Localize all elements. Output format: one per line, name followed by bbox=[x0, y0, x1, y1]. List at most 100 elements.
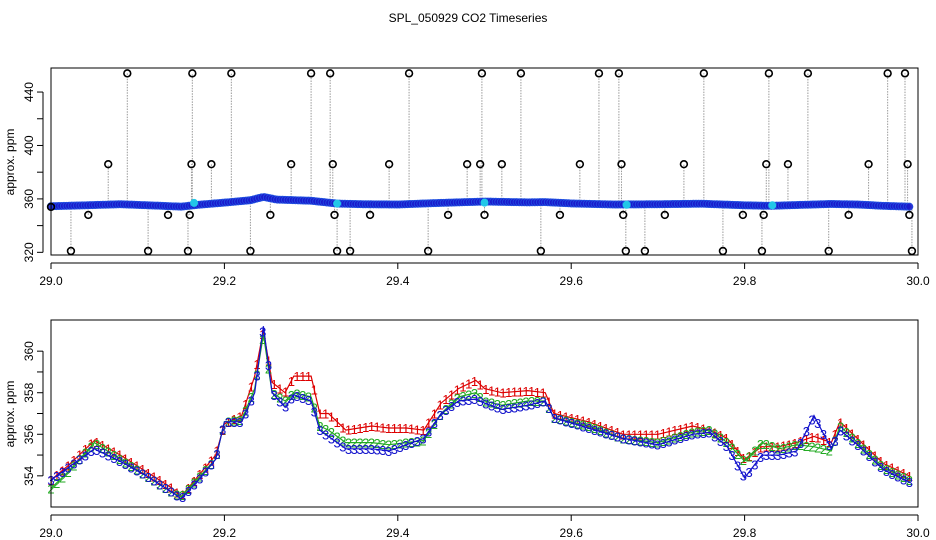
series-marker-green: 2 bbox=[488, 396, 495, 411]
panel-top-drop-lines bbox=[50, 73, 913, 251]
series-marker-red: 1 bbox=[517, 384, 524, 399]
outlier-point bbox=[266, 210, 275, 220]
series-marker-red: 1 bbox=[631, 427, 638, 442]
panel-bottom-x-axis: 29.0 29.2 29.4 29.6 29.8 30.0 bbox=[39, 514, 930, 540]
series-marker-blue: 3 bbox=[391, 442, 398, 457]
series-marker-green: 2 bbox=[391, 437, 398, 452]
series-marker-red: 1 bbox=[139, 462, 146, 477]
outlier-point bbox=[594, 69, 604, 78]
series-marker-green: 2 bbox=[700, 424, 707, 439]
outlier-point bbox=[903, 159, 912, 169]
series-marker-red: 1 bbox=[236, 409, 243, 424]
series-marker-green: 2 bbox=[374, 436, 381, 451]
series-marker-blue: 3 bbox=[442, 403, 449, 418]
series-marker-green: 2 bbox=[459, 389, 466, 404]
series-marker-red: 1 bbox=[597, 419, 604, 434]
outlier-point bbox=[516, 69, 526, 78]
outlier-point bbox=[783, 159, 793, 169]
series-marker-green: 2 bbox=[889, 465, 896, 480]
series-marker-blue: 3 bbox=[368, 442, 375, 457]
series-marker-green: 2 bbox=[185, 482, 192, 497]
series-marker-green: 2 bbox=[190, 476, 197, 491]
series-marker-red: 1 bbox=[608, 423, 615, 438]
outlier-point bbox=[619, 210, 628, 220]
series-marker-blue: 3 bbox=[494, 401, 501, 416]
flag-point bbox=[768, 201, 777, 210]
outlier-point bbox=[462, 159, 472, 169]
panel-top-x-tick-label: 29.8 bbox=[733, 274, 757, 288]
series-marker-green: 2 bbox=[688, 425, 695, 440]
series-marker-red: 1 bbox=[723, 431, 730, 446]
series-marker-green: 2 bbox=[694, 425, 701, 440]
series-marker-green: 2 bbox=[671, 431, 678, 446]
series-marker-red: 1 bbox=[82, 442, 89, 457]
series-marker-green: 2 bbox=[654, 436, 661, 451]
series-marker-blue: 3 bbox=[528, 397, 535, 412]
series-marker-red: 1 bbox=[534, 385, 541, 400]
series-marker-red: 1 bbox=[110, 444, 117, 459]
outlier-point bbox=[764, 69, 774, 78]
outlier-point bbox=[143, 246, 153, 256]
series-marker-red: 1 bbox=[333, 415, 340, 430]
series-marker-red: 1 bbox=[551, 407, 558, 422]
series-marker-green: 2 bbox=[396, 436, 403, 451]
series-marker-green: 2 bbox=[648, 435, 655, 450]
series-marker-green: 2 bbox=[774, 441, 781, 456]
series-marker-red: 1 bbox=[431, 407, 438, 422]
series-marker-blue: 3 bbox=[545, 401, 552, 416]
series-marker-red: 1 bbox=[717, 428, 724, 443]
series-marker-blue: 3 bbox=[316, 423, 323, 438]
series-marker-red: 1 bbox=[906, 469, 913, 484]
series-marker-green: 2 bbox=[534, 394, 541, 409]
series-marker-green: 2 bbox=[362, 436, 369, 451]
series-marker-blue: 3 bbox=[711, 429, 718, 444]
series-marker-green: 2 bbox=[517, 395, 524, 410]
series-marker-blue: 3 bbox=[248, 393, 255, 408]
outlier-point bbox=[555, 210, 565, 220]
series-marker-red: 1 bbox=[145, 466, 152, 481]
outlier-point bbox=[325, 69, 335, 78]
series-marker-red: 1 bbox=[385, 421, 392, 436]
series-marker-blue: 3 bbox=[580, 419, 587, 434]
series-marker-blue: 3 bbox=[837, 424, 844, 439]
series-marker-blue: 3 bbox=[717, 434, 724, 449]
series-marker-red: 1 bbox=[648, 427, 655, 442]
series-marker-red: 1 bbox=[820, 433, 827, 448]
series-marker-blue: 3 bbox=[374, 442, 381, 457]
series-marker-green: 2 bbox=[505, 397, 512, 412]
series-marker-green: 2 bbox=[385, 438, 392, 453]
panel-top-x-tick-label: 29.4 bbox=[386, 274, 410, 288]
series-marker-red: 1 bbox=[808, 430, 815, 445]
series-marker-red: 1 bbox=[116, 448, 123, 463]
series-marker-red: 1 bbox=[408, 422, 415, 437]
series-marker-green: 2 bbox=[780, 441, 787, 456]
outlier-point bbox=[718, 246, 728, 256]
series-marker-green: 2 bbox=[786, 439, 793, 454]
series-marker-red: 1 bbox=[425, 416, 432, 431]
series-marker-red: 1 bbox=[351, 422, 358, 437]
series-marker-red: 1 bbox=[414, 422, 421, 437]
series-marker-blue: 3 bbox=[734, 458, 741, 473]
panel-bottom-x-tick-label: 30.0 bbox=[906, 526, 930, 540]
series-marker-blue: 3 bbox=[425, 424, 432, 439]
series-marker-blue: 3 bbox=[562, 414, 569, 429]
series-marker-blue: 3 bbox=[93, 443, 100, 458]
chart-title: SPL_050929 CO2 Timeseries bbox=[389, 11, 548, 25]
series-marker-green: 2 bbox=[734, 447, 741, 462]
series-marker-red: 1 bbox=[59, 463, 66, 478]
series-marker-red: 1 bbox=[339, 420, 346, 435]
panel-top-flags bbox=[190, 198, 777, 210]
series-marker-green: 2 bbox=[745, 449, 752, 464]
series-marker-red: 1 bbox=[253, 357, 260, 372]
series-marker-red: 1 bbox=[482, 382, 489, 397]
series-marker-blue: 3 bbox=[831, 434, 838, 449]
series-marker-red: 1 bbox=[814, 431, 821, 446]
series-marker-red: 1 bbox=[728, 437, 735, 452]
series-marker-green: 2 bbox=[299, 388, 306, 403]
series-marker-red: 1 bbox=[757, 441, 764, 456]
series-marker-red: 1 bbox=[488, 383, 495, 398]
series-marker-red: 1 bbox=[889, 461, 896, 476]
series-marker-blue: 3 bbox=[751, 457, 758, 472]
series-marker-red: 1 bbox=[791, 436, 798, 451]
series-marker-blue: 3 bbox=[259, 325, 266, 340]
